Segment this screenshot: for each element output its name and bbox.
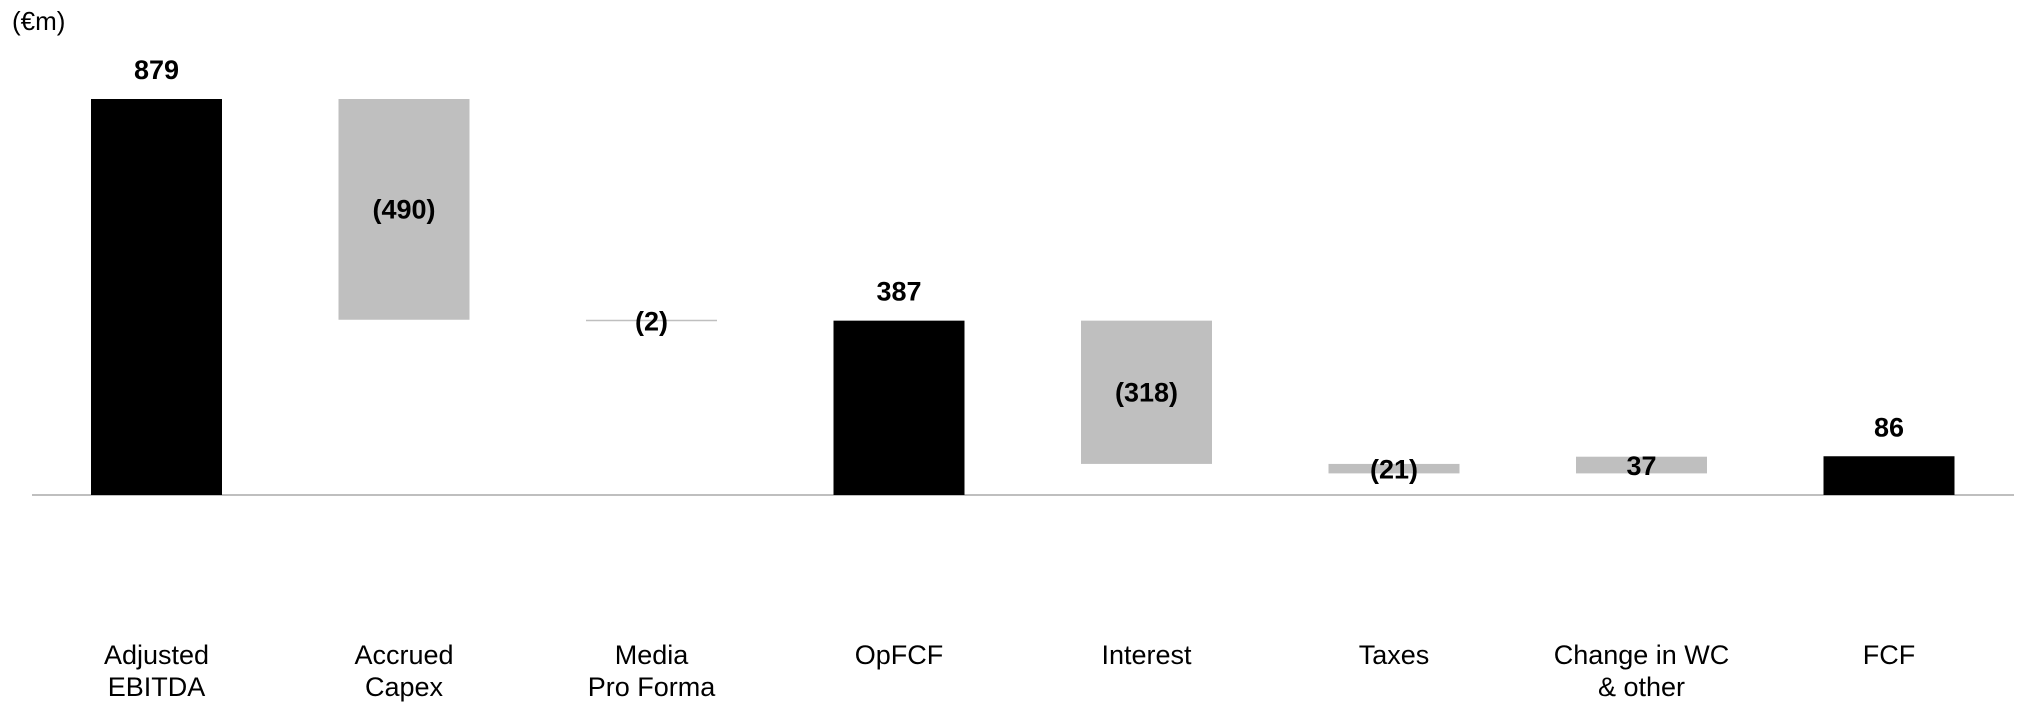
bar-3 — [833, 320, 965, 495]
value-label-2: (2) — [635, 307, 668, 337]
category-label-0-0: Adjusted — [104, 640, 209, 670]
value-label-5: (21) — [1370, 455, 1418, 485]
bar-6 — [1576, 456, 1707, 474]
unit-label: (€m) — [12, 6, 65, 36]
category-label-2-1: Pro Forma — [588, 672, 717, 702]
value-label-7: 86 — [1874, 412, 1904, 442]
value-label-1: (490) — [372, 194, 435, 224]
bar-2 — [586, 319, 717, 322]
value-label-4: (318) — [1115, 377, 1178, 407]
bars-group — [91, 99, 1955, 495]
value-label-0: 879 — [134, 55, 179, 85]
value-labels-group: 879 (490) (2) 387 (318) (21) 37 86 — [134, 55, 1904, 485]
category-label-3-0: OpFCF — [855, 640, 944, 670]
category-label-0-1: EBITDA — [108, 672, 206, 702]
bar-4 — [1081, 320, 1212, 464]
bar-7 — [1823, 456, 1955, 495]
category-label-5-0: Taxes — [1359, 640, 1430, 670]
category-label-4-0: Interest — [1101, 640, 1192, 670]
category-label-1-0: Accrued — [354, 640, 453, 670]
category-label-7-0: FCF — [1863, 640, 1915, 670]
value-label-6: 37 — [1626, 451, 1656, 481]
category-label-2-0: Media — [615, 640, 690, 670]
bar-5 — [1328, 463, 1460, 474]
bar-0 — [91, 99, 222, 495]
category-label-1-1: Capex — [365, 672, 444, 702]
category-label-6-0: Change in WC — [1554, 640, 1730, 670]
bar-1 — [338, 99, 470, 320]
value-label-3: 387 — [876, 277, 921, 307]
category-label-6-1: & other — [1598, 672, 1685, 702]
